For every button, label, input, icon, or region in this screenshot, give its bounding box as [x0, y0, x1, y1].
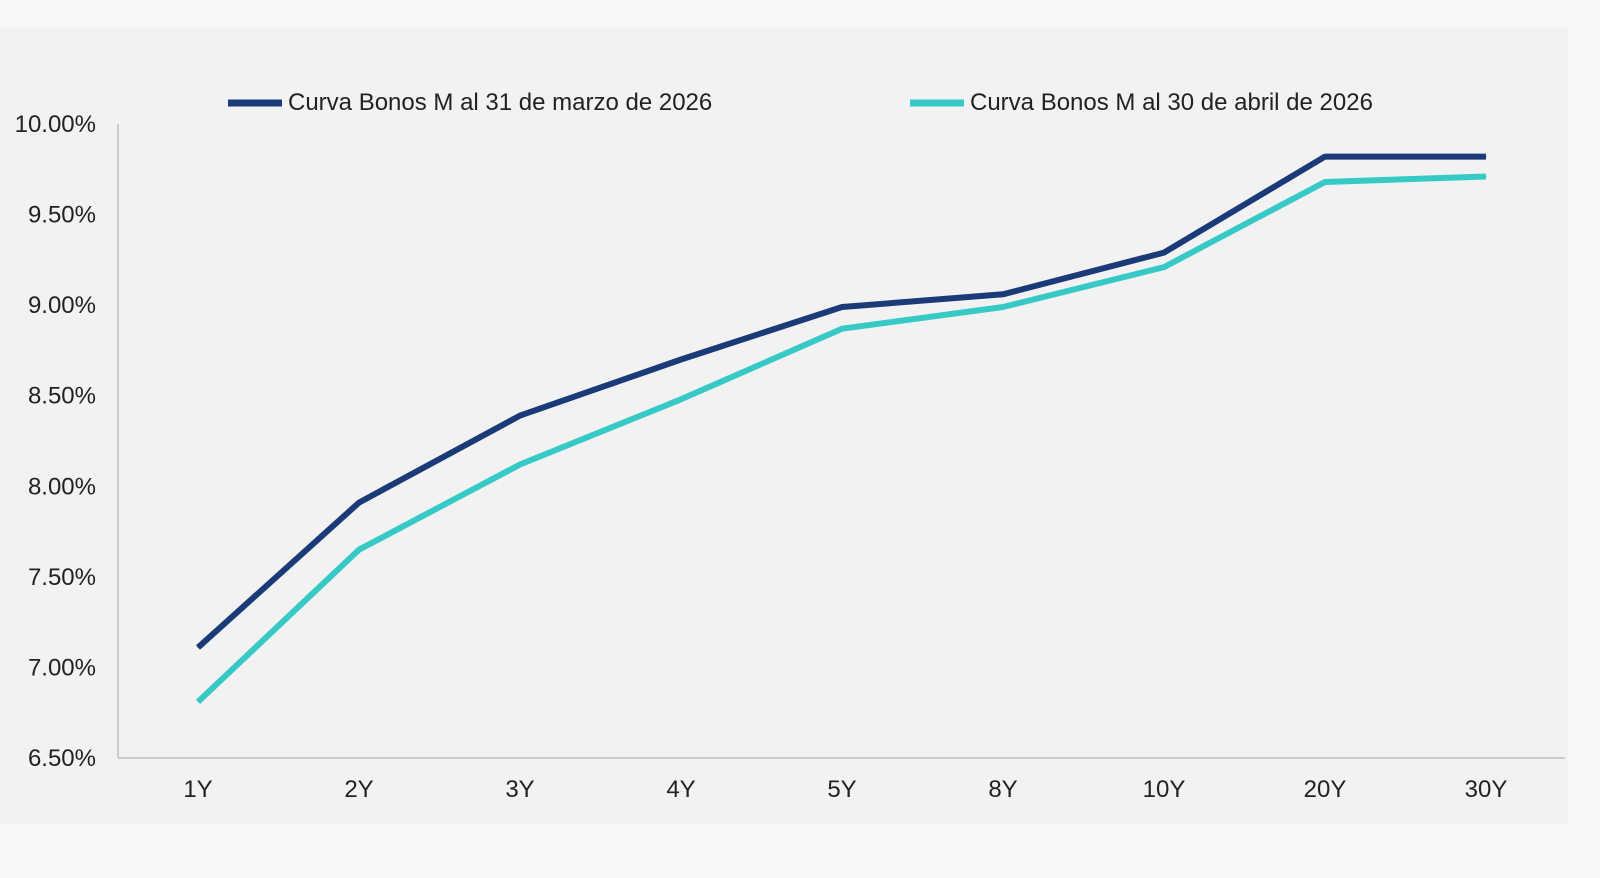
x-tick-label: 8Y: [988, 776, 1017, 803]
series-lines: [195, 153, 1487, 704]
x-tick-label: 30Y: [1465, 776, 1508, 803]
y-tick-label: 10.00%: [15, 111, 96, 138]
y-tick-label: 8.00%: [28, 473, 96, 500]
x-tick-label: 1Y: [183, 776, 212, 803]
legend: Curva Bonos M al 31 de marzo de 2026 Cur…: [228, 89, 1373, 116]
data-point: [841, 306, 843, 308]
data-point: [680, 398, 682, 400]
y-axis-tick-labels: 6.50% 7.00% 7.50% 8.00% 8.50% 9.00% 9.50% 10.00…: [15, 111, 96, 772]
data-point: [1324, 156, 1326, 158]
x-tick-label: 4Y: [666, 776, 695, 803]
y-tick-label: 9.00%: [28, 292, 96, 319]
data-point: [1163, 266, 1165, 268]
x-tick-label: 3Y: [505, 776, 534, 803]
data-point: [680, 359, 682, 360]
legend-label-march: Curva Bonos M al 31 de marzo de 2026: [288, 89, 712, 116]
series-line-march: [195, 153, 1486, 650]
x-tick-label: 20Y: [1304, 776, 1347, 803]
data-point: [197, 701, 199, 703]
x-tick-label: 2Y: [344, 776, 373, 803]
data-point: [519, 415, 521, 417]
data-point: [519, 464, 521, 465]
y-tick-label: 7.50%: [28, 564, 96, 591]
axes: [117, 124, 1565, 759]
legend-label-april: Curva Bonos M al 30 de abril de 2026: [970, 89, 1373, 116]
x-tick-label: 5Y: [827, 776, 856, 803]
data-point: [358, 502, 360, 504]
series-line-april: [195, 173, 1487, 704]
y-tick-label: 8.50%: [28, 383, 96, 410]
data-point: [1485, 176, 1487, 177]
data-point: [1485, 156, 1487, 158]
data-point: [358, 549, 360, 551]
y-tick-label: 7.00%: [28, 654, 96, 681]
x-axis-tick-labels: 1Y 2Y 3Y 4Y 5Y 8Y 10Y 20Y 30Y: [183, 776, 1507, 803]
data-point: [197, 647, 199, 648]
data-point: [1324, 181, 1326, 183]
y-tick-label: 6.50%: [28, 745, 96, 772]
data-point: [1002, 306, 1004, 308]
y-tick-label: 9.50%: [28, 202, 96, 229]
x-tick-label: 10Y: [1143, 776, 1186, 803]
data-point: [1163, 252, 1165, 254]
chart-panel: [0, 28, 1568, 824]
data-point: [841, 328, 843, 330]
data-point: [1002, 293, 1004, 295]
